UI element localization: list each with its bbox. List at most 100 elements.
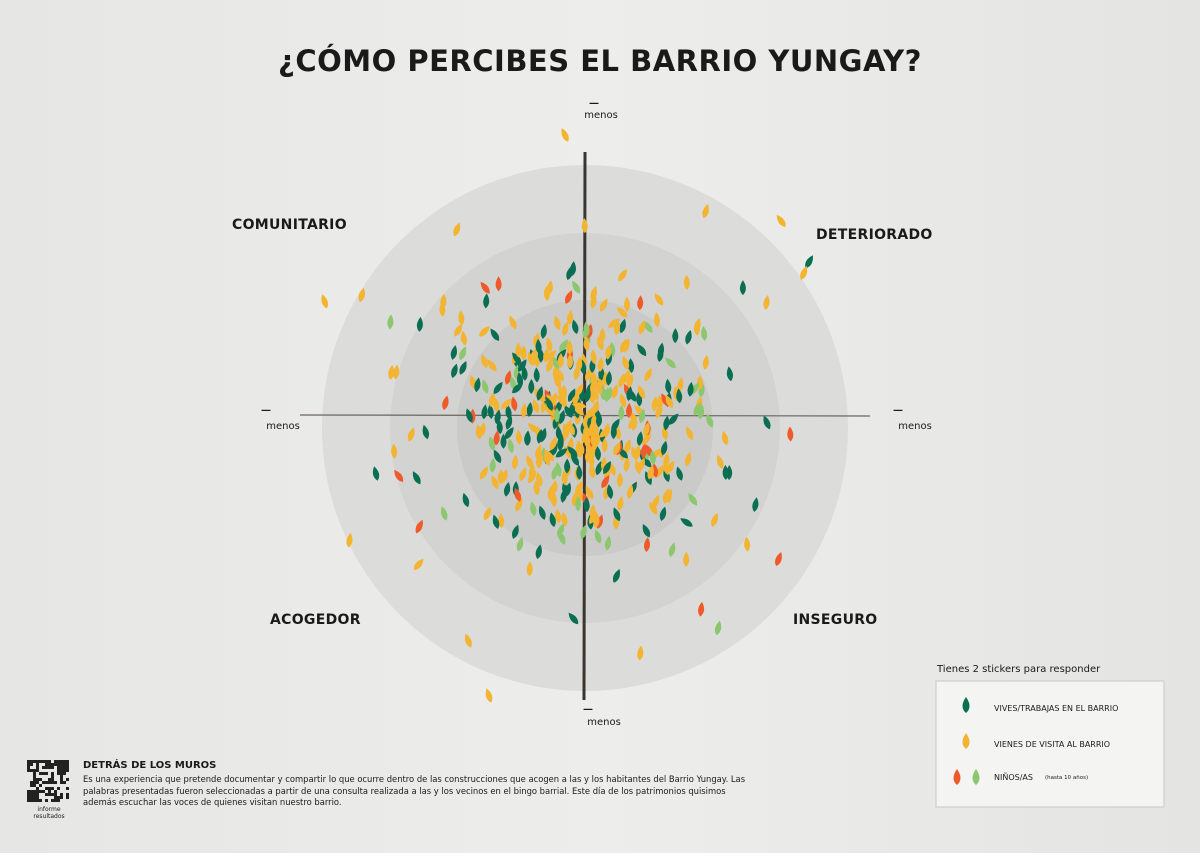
sticker	[582, 330, 591, 344]
sticker	[526, 561, 533, 577]
sticker	[500, 433, 507, 449]
sticker	[518, 359, 527, 372]
sticker	[520, 403, 527, 418]
qr-module	[42, 766, 45, 769]
sticker	[584, 367, 593, 381]
qr-module	[48, 760, 51, 763]
qr-module	[30, 769, 33, 772]
sticker	[422, 424, 430, 440]
qr-module	[33, 799, 36, 802]
sticker	[490, 328, 500, 341]
sticker	[466, 408, 473, 423]
sticker	[545, 397, 554, 411]
qr-module	[33, 760, 36, 763]
sticker	[511, 396, 518, 412]
qr-module	[54, 763, 57, 766]
qr-module	[66, 766, 69, 769]
sticker	[567, 446, 578, 458]
sticker	[546, 394, 557, 406]
sticker	[583, 497, 590, 513]
sticker	[528, 464, 535, 479]
qr-module	[63, 766, 66, 769]
qr-module	[66, 787, 69, 790]
sticker	[481, 404, 488, 420]
sticker	[454, 323, 463, 337]
sticker	[663, 460, 670, 476]
sticker	[685, 329, 692, 345]
sticker	[550, 443, 558, 457]
sticker	[787, 426, 794, 442]
sticker	[493, 449, 502, 464]
qr-module	[33, 790, 36, 793]
sticker	[665, 488, 672, 504]
sticker	[584, 433, 591, 448]
sticker	[668, 542, 676, 557]
qr-module	[39, 799, 42, 802]
sticker	[561, 511, 568, 527]
sticker	[630, 415, 638, 431]
legend-label: VIENES DE VISITA AL BARRIO	[994, 740, 1111, 749]
qr-module	[42, 772, 45, 775]
qr-module	[63, 769, 66, 772]
sticker	[509, 315, 517, 330]
sticker	[626, 484, 634, 500]
sticker	[576, 464, 583, 480]
sticker	[543, 451, 551, 466]
sticker	[698, 601, 705, 617]
qr-module	[51, 775, 54, 778]
sticker	[561, 128, 569, 142]
sticker	[618, 373, 626, 388]
sticker	[637, 343, 647, 357]
sticker	[706, 413, 714, 428]
qr-module	[33, 793, 36, 796]
sticker	[752, 497, 759, 512]
sticker	[557, 434, 564, 449]
sticker	[505, 404, 512, 420]
sticker	[474, 377, 481, 393]
sticker	[626, 386, 633, 402]
sticker	[526, 402, 533, 417]
title: ¿CÓMO PERCIBES EL BARRIO YUNGAY?	[278, 44, 922, 78]
sticker	[553, 407, 560, 423]
sticker	[601, 437, 608, 453]
sticker	[496, 419, 503, 435]
sticker	[567, 353, 574, 369]
sticker	[687, 381, 694, 397]
qr-module	[57, 763, 60, 766]
sticker	[483, 293, 490, 309]
footer-text: Es una experiencia que pretende document…	[83, 774, 746, 807]
qr-module	[27, 769, 30, 772]
sticker	[683, 551, 690, 567]
sticker	[388, 364, 395, 380]
sticker	[512, 524, 519, 539]
qr-module	[42, 790, 45, 793]
sticker	[515, 342, 522, 358]
sticker	[581, 218, 588, 234]
sticker	[701, 325, 708, 341]
qr-module	[36, 766, 39, 769]
qr-module	[48, 763, 51, 766]
sticker	[605, 344, 612, 360]
sticker	[763, 295, 770, 310]
sticker	[515, 429, 522, 445]
sticker	[688, 493, 698, 506]
qr-module	[57, 772, 60, 775]
sticker	[571, 402, 587, 409]
sticker	[483, 506, 491, 521]
sticker	[527, 351, 535, 367]
qr-module	[48, 787, 51, 790]
sticker	[693, 320, 700, 336]
sticker	[643, 537, 650, 553]
qr-module	[48, 778, 51, 781]
legend-note: (hasta 10 años)	[1045, 775, 1089, 781]
sticker	[450, 345, 457, 360]
qr-module	[45, 772, 48, 775]
sticker	[613, 320, 620, 336]
qr-module	[30, 763, 33, 766]
sticker	[321, 294, 329, 309]
sticker	[492, 514, 500, 529]
sticker	[516, 537, 524, 552]
qr-module	[54, 790, 57, 793]
sticker	[570, 452, 580, 466]
